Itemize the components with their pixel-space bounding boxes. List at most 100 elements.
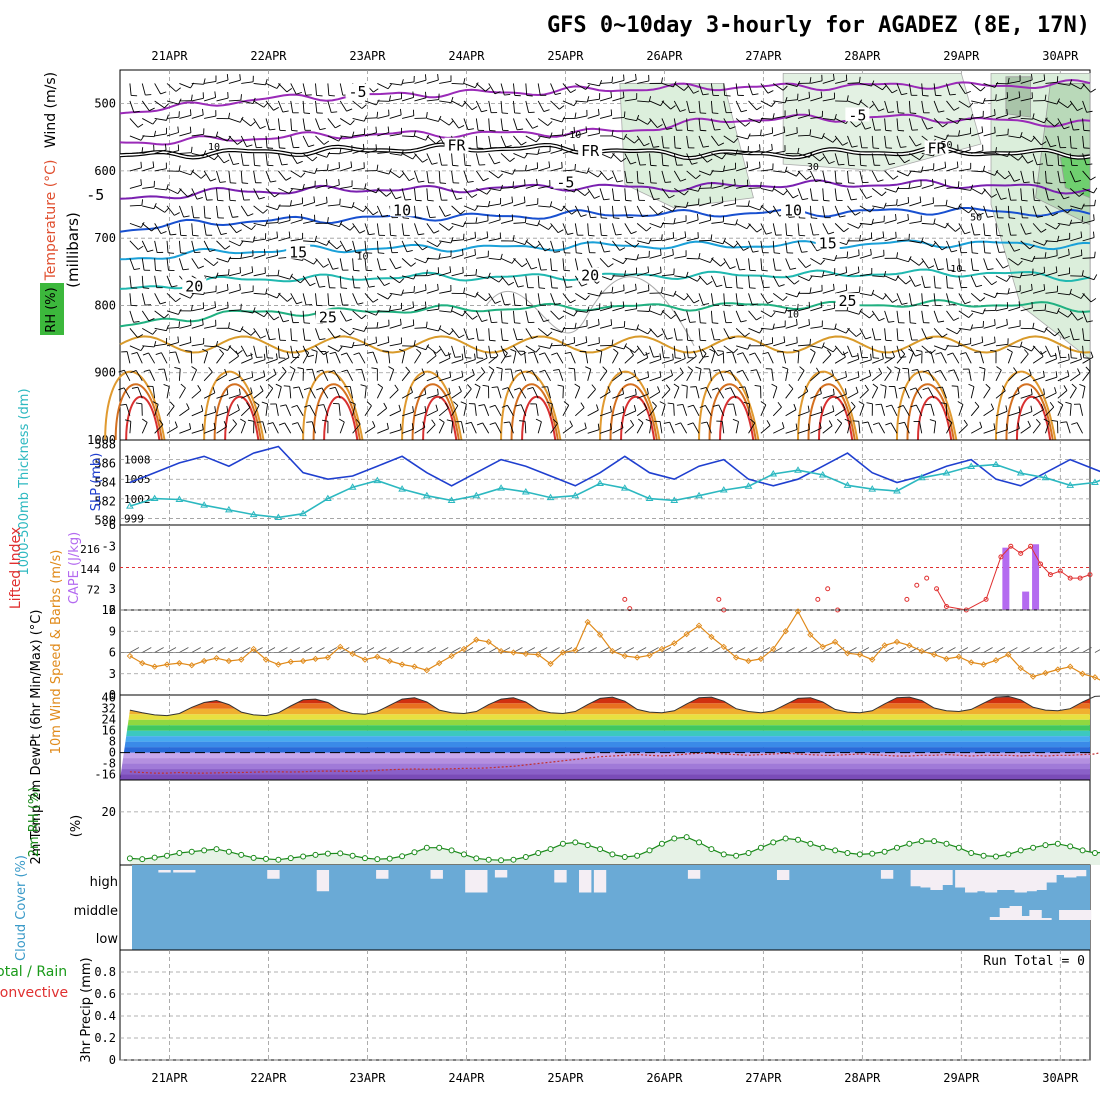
wind-barb: [325, 351, 329, 364]
wind-barb-flag: [502, 348, 508, 354]
wind-barb: [166, 293, 176, 303]
wind-barb: [822, 273, 835, 277]
wind-barb-flag: [158, 419, 164, 425]
wind-barb: [958, 327, 971, 331]
wind-barb-flag: [474, 249, 476, 256]
wind-barb: [315, 293, 318, 306]
wind-barb: [909, 221, 922, 224]
wind-barb-flag: [190, 169, 195, 176]
wind-barb: [686, 135, 689, 148]
wind-barb-flag: [724, 304, 731, 307]
wind-barb: [228, 135, 238, 145]
wind-barb: [439, 290, 452, 294]
wind-barb: [810, 116, 823, 119]
wind-barb: [488, 135, 492, 148]
wind-barb: [538, 135, 551, 139]
wind-barb: [290, 328, 293, 341]
wind-barb-flag: [388, 366, 394, 370]
wind-barb: [438, 327, 450, 336]
wind-barb: [958, 187, 971, 191]
wind-barb: [463, 170, 469, 183]
wind-barb: [575, 100, 588, 103]
wind-barb-flag: [702, 145, 710, 148]
wind-barb: [253, 222, 266, 227]
wind-barb: [290, 187, 303, 191]
wind-barb: [933, 240, 943, 251]
wind-barb-flag: [140, 161, 142, 168]
wind-barb: [507, 387, 514, 399]
wind-barb: [488, 83, 496, 95]
wind-barb: [785, 83, 798, 88]
wind-barb: [166, 647, 177, 653]
lifted-point: [924, 575, 930, 581]
wind-barb: [661, 374, 673, 382]
wind-barb-flag: [845, 327, 850, 334]
wind-barb: [673, 403, 675, 416]
wind-barb-flag: [180, 383, 186, 389]
wind-barb: [550, 275, 553, 288]
wind-barb: [995, 369, 1002, 382]
wind-barb-flag: [435, 404, 439, 411]
wind-barb: [377, 83, 389, 90]
wind-barb-flag: [1019, 341, 1023, 348]
wind-barb-flag: [177, 336, 179, 343]
wind-barb: [166, 342, 179, 347]
wind-barb: [414, 223, 419, 235]
wind-barb: [1082, 310, 1088, 323]
wind-barb: [661, 404, 666, 416]
wind-barb-flag: [275, 383, 282, 388]
wind-barb-flag: [821, 271, 825, 278]
wind-barb-flag: [832, 346, 838, 353]
wind-barb-flag: [1054, 122, 1060, 127]
wind-barb: [513, 153, 525, 159]
wind-barb: [278, 237, 291, 242]
wind-barb: [933, 345, 946, 351]
wind-barb-flag: [300, 278, 306, 284]
wind-barb: [983, 132, 996, 137]
wind-tick: 9: [109, 624, 116, 638]
wind-label: Wind (m/s): [43, 72, 59, 148]
wind-barb-flag: [543, 319, 550, 323]
wind-barb: [376, 387, 384, 399]
wind-barb-flag: [805, 264, 812, 268]
wind-barb: [525, 203, 538, 207]
wind-barb-flag: [821, 342, 825, 349]
wind-barb: [612, 257, 624, 265]
wind-barb: [859, 170, 863, 183]
lifted-point: [904, 596, 910, 602]
wind-barb: [810, 372, 820, 382]
wind-barb-flag: [869, 207, 875, 213]
wind-barb: [735, 100, 742, 113]
wind-barb: [191, 83, 204, 85]
wind-barb: [364, 293, 374, 303]
thickness-tick: 580: [94, 513, 116, 527]
wind-barb: [389, 429, 402, 434]
wind-barb-flag: [653, 355, 660, 358]
wind-barb: [1008, 306, 1020, 312]
isotherm-label: 25: [838, 292, 856, 310]
wind-barb: [624, 153, 631, 165]
wind-speed-marker: [522, 650, 529, 658]
wind-barb-flag: [953, 317, 960, 321]
cloud-clear-high: [430, 870, 443, 879]
wind-barb: [754, 352, 762, 364]
wind-barb: [302, 100, 305, 113]
wind-barb: [414, 170, 419, 183]
wind-barb: [933, 275, 936, 288]
wind-barb: [154, 404, 159, 416]
wind-barb: [1057, 135, 1061, 148]
wind-barb-flag: [820, 301, 823, 308]
wind-barb: [265, 373, 277, 382]
wind-barb-flag: [643, 143, 650, 147]
lifted-tick: 3: [109, 582, 116, 596]
wind-barb-flag: [622, 91, 625, 98]
wind-barb: [339, 100, 347, 112]
wind-barb-flag: [970, 324, 974, 331]
wind-barb: [773, 326, 786, 329]
temp-bands: [120, 695, 1090, 780]
wind-barb: [228, 188, 231, 201]
wind-barb: [1057, 170, 1061, 183]
wind-barb-flag: [267, 422, 274, 425]
wind-barb: [154, 149, 167, 154]
wind-barb-flag: [808, 151, 813, 158]
